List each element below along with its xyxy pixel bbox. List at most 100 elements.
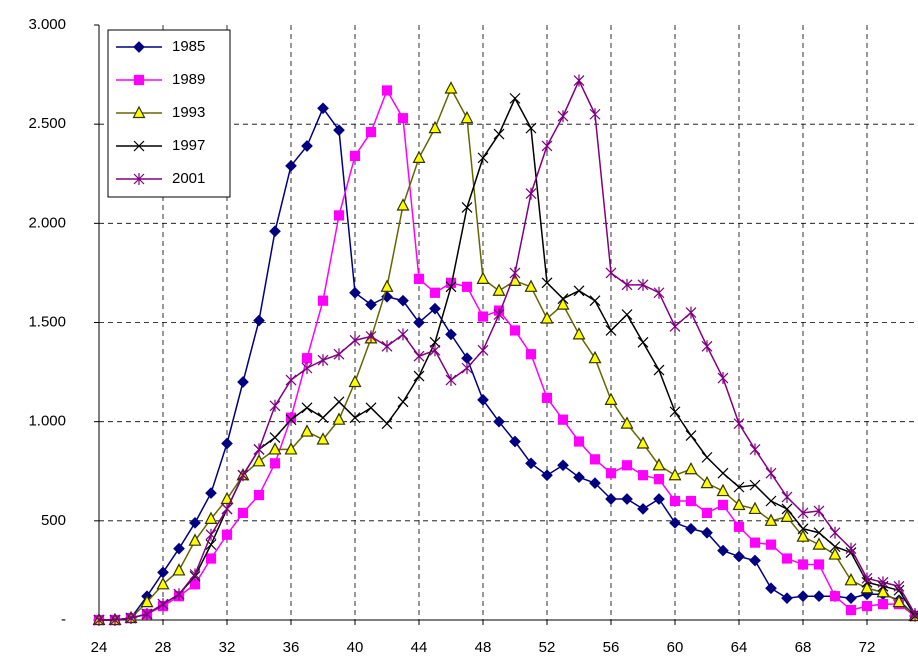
marker [381, 85, 393, 96]
marker [605, 468, 617, 479]
marker [828, 547, 842, 560]
marker [860, 580, 874, 594]
marker [157, 598, 169, 611]
marker [765, 582, 777, 595]
marker [476, 271, 490, 284]
marker [796, 529, 810, 542]
marker [701, 526, 713, 539]
marker [604, 392, 618, 405]
marker [285, 374, 297, 387]
marker [557, 459, 569, 472]
marker [221, 437, 233, 450]
marker [637, 336, 649, 348]
marker [269, 399, 281, 412]
marker [493, 308, 505, 321]
marker [477, 394, 489, 406]
marker [221, 529, 233, 540]
marker [829, 541, 841, 553]
marker [365, 126, 377, 138]
marker [509, 266, 521, 279]
marker [765, 539, 777, 550]
x-tick-label: 24 [91, 639, 108, 656]
marker [125, 612, 137, 625]
marker [492, 283, 506, 296]
marker [204, 511, 218, 524]
marker [413, 370, 425, 382]
marker [797, 590, 809, 603]
marker [445, 374, 457, 387]
y-tick-label: 1.500 [28, 313, 66, 330]
marker [317, 295, 329, 306]
marker [685, 306, 697, 319]
marker [349, 334, 361, 347]
marker [813, 504, 825, 517]
marker [348, 374, 362, 388]
marker [557, 110, 569, 123]
marker [445, 328, 457, 341]
marker [797, 523, 809, 535]
marker [749, 554, 761, 567]
marker [812, 537, 826, 550]
marker [189, 516, 201, 529]
marker [461, 352, 473, 365]
marker [733, 481, 745, 493]
marker [845, 542, 857, 555]
marker [284, 442, 298, 455]
marker [717, 544, 729, 557]
marker [237, 507, 249, 518]
marker [749, 443, 761, 456]
marker [716, 483, 730, 497]
marker [493, 128, 505, 140]
marker [797, 559, 809, 570]
marker [316, 432, 330, 445]
marker [621, 278, 633, 291]
marker [573, 74, 585, 87]
marker [156, 577, 170, 590]
marker [701, 451, 713, 463]
marker [429, 302, 441, 315]
marker [285, 412, 297, 423]
marker [301, 362, 313, 375]
marker [813, 527, 825, 539]
marker [397, 396, 409, 408]
y-tick-label: 500 [41, 512, 66, 529]
marker [445, 281, 457, 293]
marker [620, 416, 634, 429]
series-line [99, 88, 916, 621]
marker [605, 266, 617, 279]
marker [797, 506, 809, 519]
marker [541, 277, 553, 289]
marker [669, 320, 681, 333]
marker [333, 396, 345, 408]
marker [157, 566, 169, 579]
legend-label: 1993 [172, 104, 205, 121]
marker [365, 402, 377, 414]
y-tick-label: 3.000 [28, 16, 66, 33]
marker [189, 568, 201, 581]
marker [557, 414, 569, 425]
marker [845, 592, 857, 605]
marker [333, 348, 345, 361]
marker [877, 599, 889, 610]
x-tick-label: 40 [347, 639, 364, 656]
marker [365, 330, 377, 343]
marker [829, 526, 841, 539]
marker [428, 120, 442, 134]
marker [133, 74, 145, 86]
marker [717, 467, 729, 479]
legend-label: 1985 [172, 38, 205, 55]
marker [893, 580, 905, 593]
marker [573, 285, 585, 297]
marker [861, 601, 873, 612]
marker [301, 353, 313, 364]
marker [333, 124, 345, 136]
marker [781, 553, 793, 564]
legend-label: 2001 [172, 170, 205, 187]
x-tick-label: 68 [795, 639, 812, 656]
marker [205, 487, 217, 499]
marker [700, 475, 714, 489]
marker [140, 594, 154, 608]
marker [556, 297, 570, 310]
marker [540, 311, 554, 324]
marker [381, 418, 393, 430]
